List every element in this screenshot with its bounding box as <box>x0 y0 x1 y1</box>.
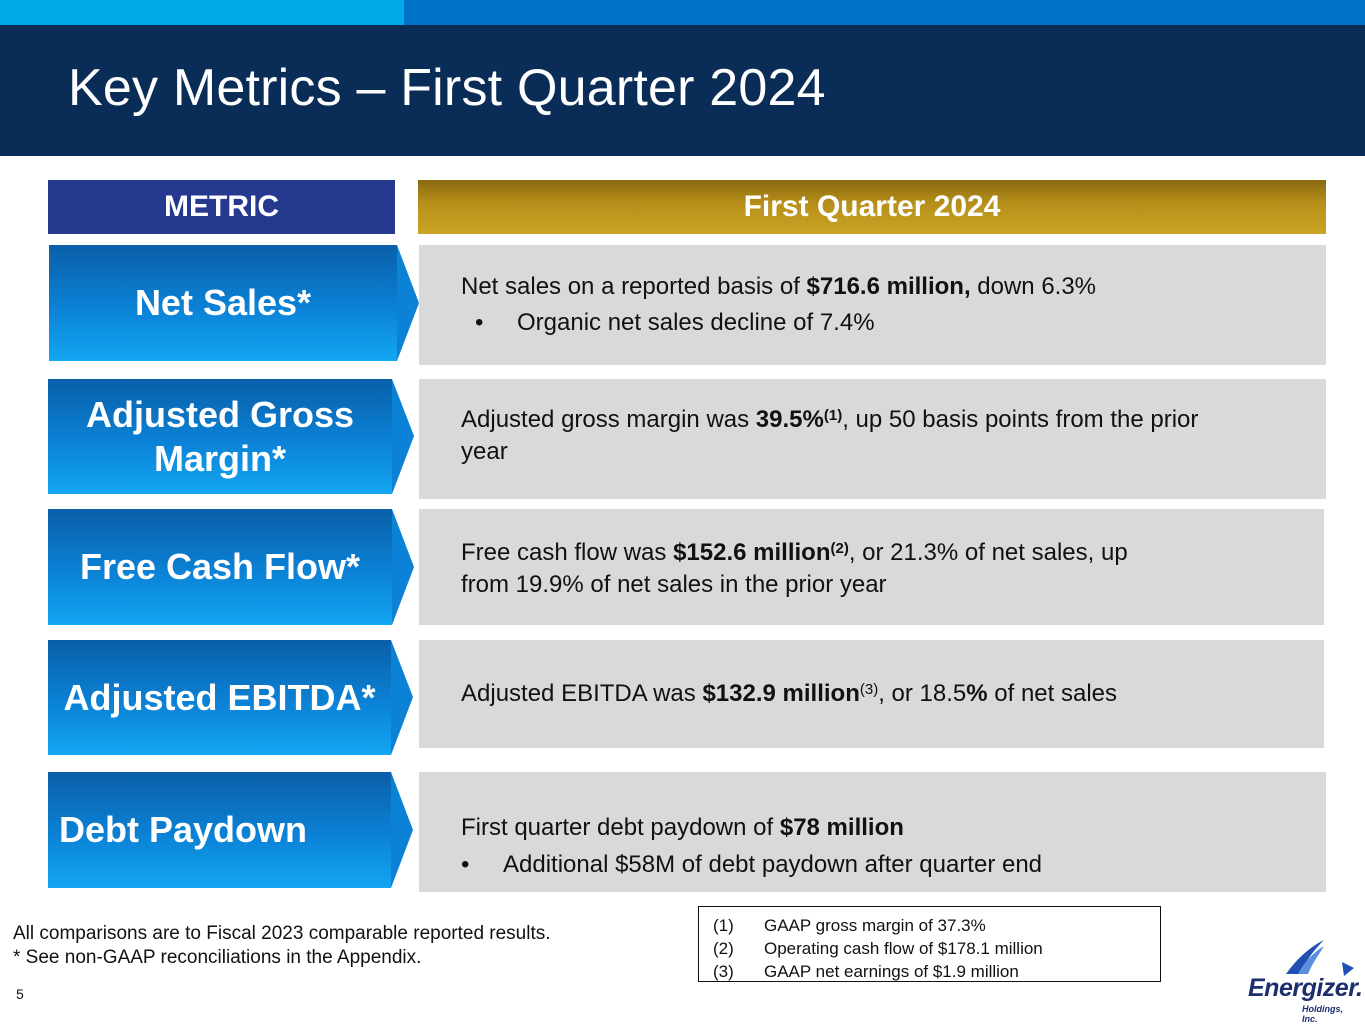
page-number: 5 <box>16 986 24 1002</box>
energizer-logo: Energizer. Holdings, Inc. <box>1240 930 1363 1024</box>
detail-text: Adjusted gross margin was 39.5%(1), up 5… <box>461 406 1199 465</box>
quarter-column-header: First Quarter 2024 <box>418 180 1326 234</box>
arrow-icon <box>392 509 414 625</box>
footnote-line: All comparisons are to Fiscal 2023 compa… <box>13 923 551 944</box>
footnote-box: (1) GAAP gross margin of 37.3% (2) Operati… <box>698 906 1161 982</box>
metric-adjusted-gross-margin: Adjusted Gross Margin* <box>48 379 392 494</box>
top-accent-bar-light <box>0 0 404 25</box>
metric-label: Net Sales* <box>134 282 312 323</box>
bullet-item: • Organic net sales decline of 7.4% <box>475 309 875 336</box>
metric-debt-paydown: Debt Paydown <box>48 772 391 888</box>
arrow-icon <box>391 772 413 888</box>
metric-label: Debt Paydown <box>59 809 308 850</box>
footnote-item: (1) GAAP gross margin of 37.3% <box>713 916 986 935</box>
top-accent-bar-dark <box>404 0 1365 25</box>
metric-net-sales: Net Sales* <box>49 245 397 361</box>
metric-label-line2: Margin* <box>153 437 286 479</box>
metric-label: Free Cash Flow* <box>79 546 361 587</box>
detail-adjusted-gross-margin: Adjusted gross margin was 39.5%(1), up 5… <box>419 379 1326 499</box>
arrow-icon <box>392 379 414 494</box>
detail-text: Adjusted EBITDA was $132.9 million(3), o… <box>461 680 1118 707</box>
metric-label: Adjusted EBITDA* <box>63 676 376 718</box>
bullet-item: • Additional $58M of debt paydown after q… <box>461 851 1043 878</box>
detail-text: Net sales on a reported basis of $716.6 … <box>461 273 1097 300</box>
arrow-icon <box>391 640 413 755</box>
detail-net-sales: Net sales on a reported basis of $716.6 … <box>419 245 1326 365</box>
metric-column-header: METRIC <box>48 180 395 234</box>
metric-adjusted-ebitda: Adjusted EBITDA* <box>48 640 391 755</box>
title-bar <box>0 25 1365 156</box>
comparison-footnote: All comparisons are to Fiscal 2023 compa… <box>13 922 551 970</box>
logo-wordmark: Energizer. <box>1248 974 1363 1002</box>
detail-adjusted-ebitda: Adjusted EBITDA was $132.9 million(3), o… <box>419 640 1324 748</box>
detail-text: Free cash flow was $152.6 million(2), or… <box>461 539 1128 598</box>
footnote-item: (3) GAAP net earnings of $1.9 million <box>713 962 1019 981</box>
logo-mark-icon <box>1286 940 1354 976</box>
page-title: Key Metrics – First Quarter 2024 <box>68 59 826 117</box>
arrow-icon <box>397 245 419 361</box>
detail-free-cash-flow: Free cash flow was $152.6 million(2), or… <box>419 509 1324 625</box>
detail-text: First quarter debt paydown of $78 millio… <box>461 814 904 841</box>
metric-label-line1: Adjusted Gross <box>85 393 355 435</box>
footnote-item: (2) Operating cash flow of $178.1 million <box>713 939 1043 958</box>
logo-subtitle: Holdings, Inc. <box>1302 1004 1343 1024</box>
detail-debt-paydown: First quarter debt paydown of $78 millio… <box>419 772 1326 892</box>
metric-free-cash-flow: Free Cash Flow* <box>48 509 392 625</box>
footnote-line: * See non-GAAP reconciliations in the Ap… <box>13 947 422 968</box>
